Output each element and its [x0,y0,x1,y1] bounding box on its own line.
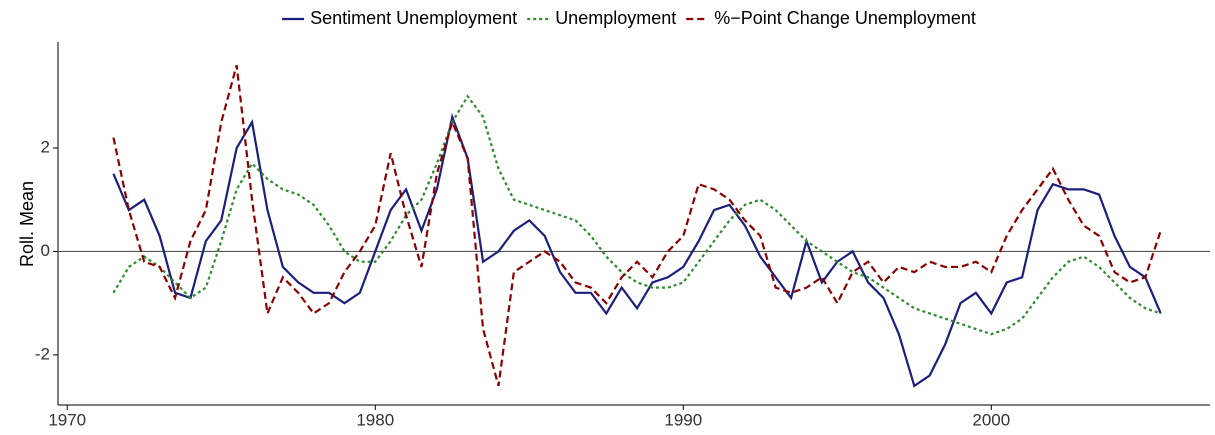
x-tick-label: 2000 [972,410,1010,429]
y-tick-label: -2 [35,344,50,363]
x-tick-label: 1970 [48,410,86,429]
y-tick-label: 0 [41,241,50,260]
y-tick-label: 2 [41,137,50,156]
legend-label: %−Point Change Unemployment [714,8,976,28]
legend-label: Unemployment [555,8,676,28]
x-tick-label: 1990 [664,410,702,429]
series-line [112,64,1162,387]
y-axis-label: Roll. Mean [17,181,37,267]
series-line [112,113,1162,388]
legend-label: Sentiment Unemployment [310,8,517,28]
x-tick-label: 1980 [356,410,394,429]
series-line [112,94,1162,336]
